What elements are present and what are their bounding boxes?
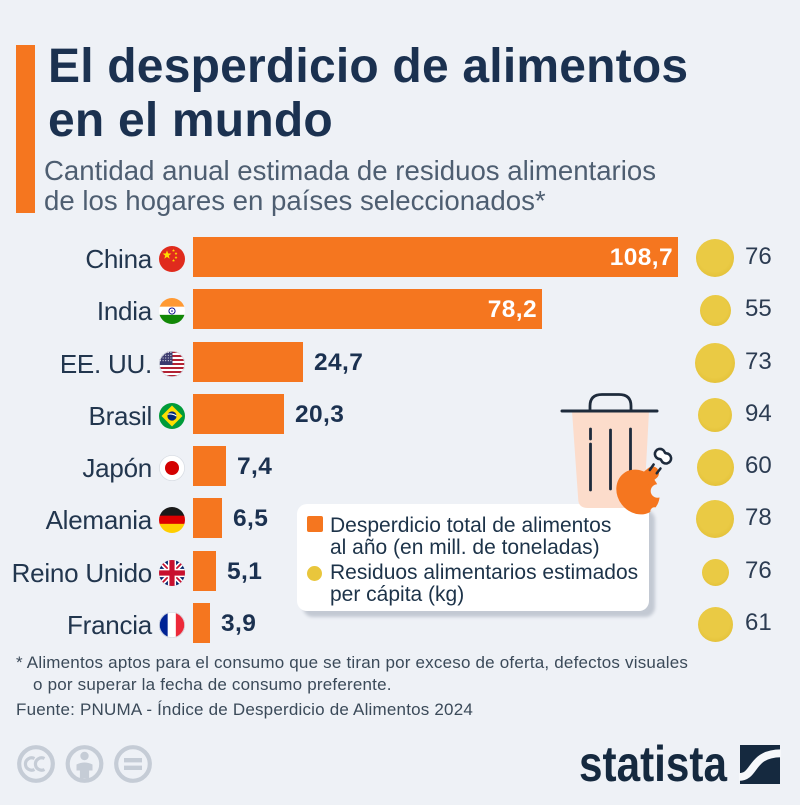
svg-text:statista: statista (579, 736, 728, 788)
